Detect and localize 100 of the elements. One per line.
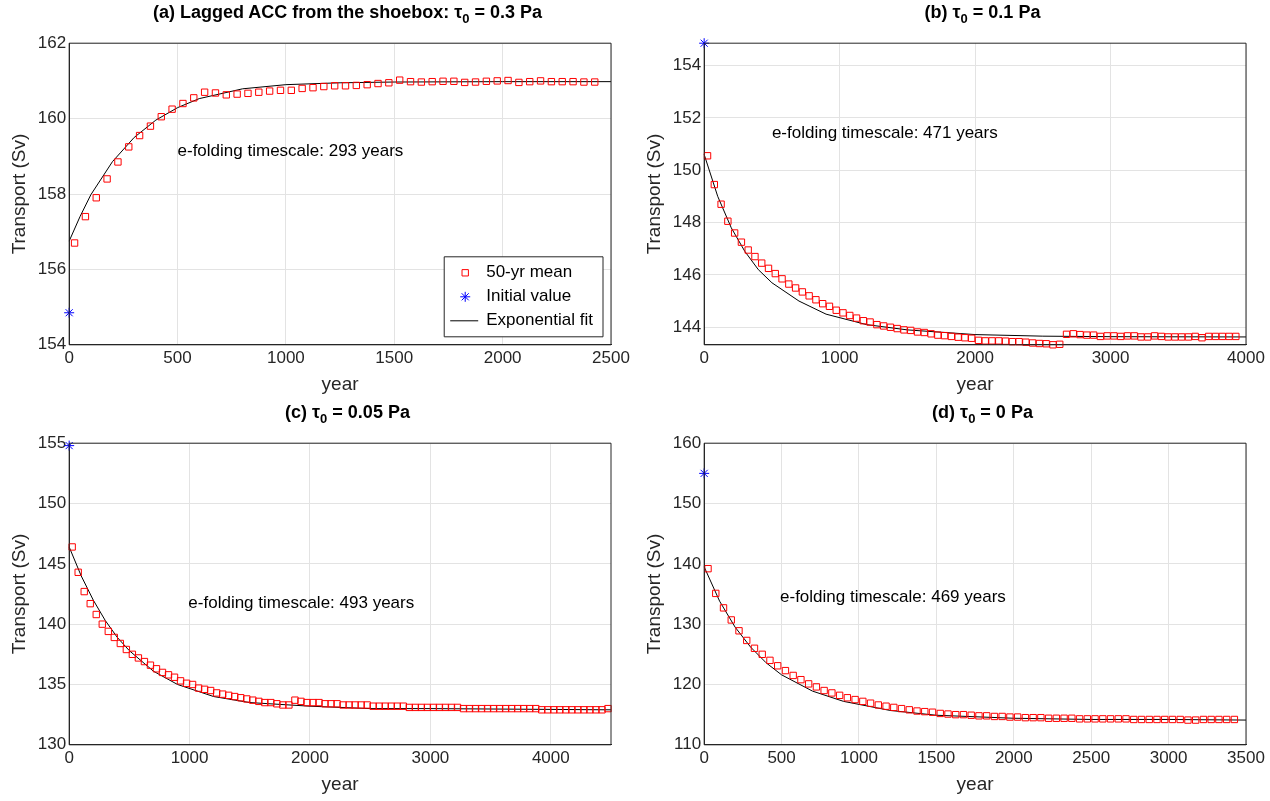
annotation: e-folding timescale: 471 years	[771, 123, 998, 143]
x-axis-title: year	[321, 772, 360, 794]
point	[558, 77, 566, 86]
y-tick-label: 150	[672, 159, 702, 179]
x-tick-label: 500	[163, 347, 192, 367]
chart-title: (b) τ$_{0}$ = 0.1 Pa	[923, 2, 1042, 26]
chart-title: (a) Lagged ACC from the shoebox: τ$_{0}$ = 0.3 Pa	[151, 2, 544, 26]
x-tick-label: 2500	[592, 347, 630, 367]
point	[569, 77, 577, 86]
point	[320, 82, 328, 91]
y-tick-label: 145	[37, 553, 67, 573]
point	[417, 78, 426, 86]
point	[406, 77, 415, 86]
point	[298, 84, 306, 93]
y-tick-label: 160	[672, 432, 702, 452]
y-tick-label: 130	[672, 613, 702, 633]
y-tick-label: 150	[37, 493, 67, 513]
point	[146, 122, 155, 130]
point	[287, 86, 295, 95]
legend-label: Initial value	[486, 286, 572, 306]
x-tick-label: 2000	[483, 347, 522, 367]
point	[374, 79, 382, 88]
x-tick-label: 1000	[840, 747, 878, 767]
x-tick-label: 1000	[170, 747, 209, 767]
x-tick-label: 1000	[266, 347, 305, 367]
point	[244, 89, 252, 98]
point	[265, 87, 274, 95]
point	[157, 113, 165, 121]
y-tick-label: 156	[37, 259, 67, 279]
x-tick-label: 3000	[411, 747, 450, 767]
point	[461, 78, 469, 87]
y-tick-label: 162	[37, 32, 67, 52]
annotation: e-folding timescale: 493 years	[188, 592, 415, 612]
point	[309, 84, 317, 92]
x-tick-label: 1500	[917, 747, 956, 767]
point	[482, 77, 491, 85]
y-tick-label: 160	[37, 108, 67, 128]
point	[70, 239, 79, 247]
point	[92, 194, 100, 202]
x-tick-label: 2500	[1072, 747, 1111, 767]
point	[547, 77, 556, 86]
point	[81, 212, 90, 221]
point	[450, 77, 458, 85]
point	[591, 78, 599, 86]
y-tick-label: 158	[37, 183, 67, 203]
y-tick-label: 150	[672, 493, 702, 513]
point	[103, 175, 111, 183]
y-tick-label: 135	[37, 674, 67, 694]
x-axis-title: year	[321, 372, 360, 394]
point	[341, 82, 350, 90]
x-tick-label: 3000	[1091, 347, 1130, 367]
x-tick-label: 4000	[1227, 347, 1265, 367]
x-tick-label: 2000	[291, 747, 329, 767]
annotation: e-folding timescale: 469 years	[780, 586, 1006, 606]
x-axis-title: year	[956, 772, 995, 794]
point	[179, 99, 187, 108]
point	[211, 89, 220, 97]
point	[352, 81, 361, 90]
y-tick-label: 146	[672, 264, 702, 284]
x-tick-label: 500	[767, 747, 796, 767]
point	[526, 77, 534, 86]
y-axis-title: Transport (Sv)	[642, 533, 664, 655]
x-tick-label: 3500	[1227, 747, 1265, 767]
point	[515, 78, 523, 87]
x-tick-label: 2000	[994, 747, 1033, 767]
x-tick-label: 1500	[375, 347, 414, 367]
chart-title: (c) τ$_{0}$ = 0.05 Pa	[284, 402, 411, 426]
y-tick-label: 120	[672, 674, 702, 694]
point	[428, 77, 436, 86]
y-tick-label: 154	[672, 55, 702, 75]
legend-label: Exponential fit	[486, 310, 594, 330]
point	[276, 86, 285, 95]
point	[190, 94, 198, 102]
point	[363, 80, 371, 89]
y-tick-label: 140	[672, 553, 702, 573]
x-tick-label: 0	[64, 347, 74, 367]
point	[504, 76, 512, 85]
point	[200, 88, 209, 96]
y-tick-label: 148	[672, 212, 702, 232]
x-tick-label: 0	[699, 747, 709, 767]
point	[135, 131, 144, 140]
point	[168, 105, 176, 113]
y-tick-label: 155	[37, 432, 67, 452]
x-tick-label: 0	[699, 347, 709, 367]
point	[233, 90, 241, 98]
point	[471, 78, 480, 86]
annotation: e-folding timescale: 293 years	[177, 141, 404, 161]
x-axis-title: year	[956, 372, 995, 394]
legend-label: 50-yr mean	[486, 262, 573, 282]
y-axis-title: Transport (Sv)	[642, 133, 664, 255]
point	[330, 82, 339, 90]
y-tick-label: 152	[672, 107, 702, 127]
point	[439, 77, 447, 85]
point	[222, 91, 230, 99]
point	[255, 88, 263, 96]
y-tick-label: 144	[672, 316, 702, 336]
point	[396, 76, 404, 84]
point	[125, 143, 133, 151]
point	[493, 77, 501, 85]
chart-title: (d) τ$_{0}$ = 0 Pa	[931, 402, 1034, 426]
